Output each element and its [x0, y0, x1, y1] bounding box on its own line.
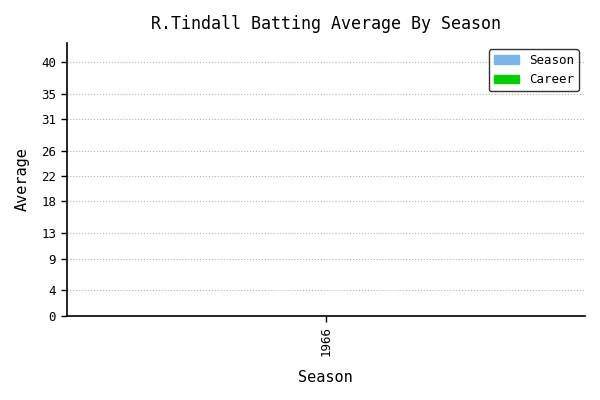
Title: R.Tindall Batting Average By Season: R.Tindall Batting Average By Season — [151, 15, 501, 33]
Y-axis label: Average: Average — [15, 147, 30, 211]
X-axis label: Season: Season — [298, 370, 353, 385]
Legend: Season, Career: Season, Career — [489, 49, 579, 91]
